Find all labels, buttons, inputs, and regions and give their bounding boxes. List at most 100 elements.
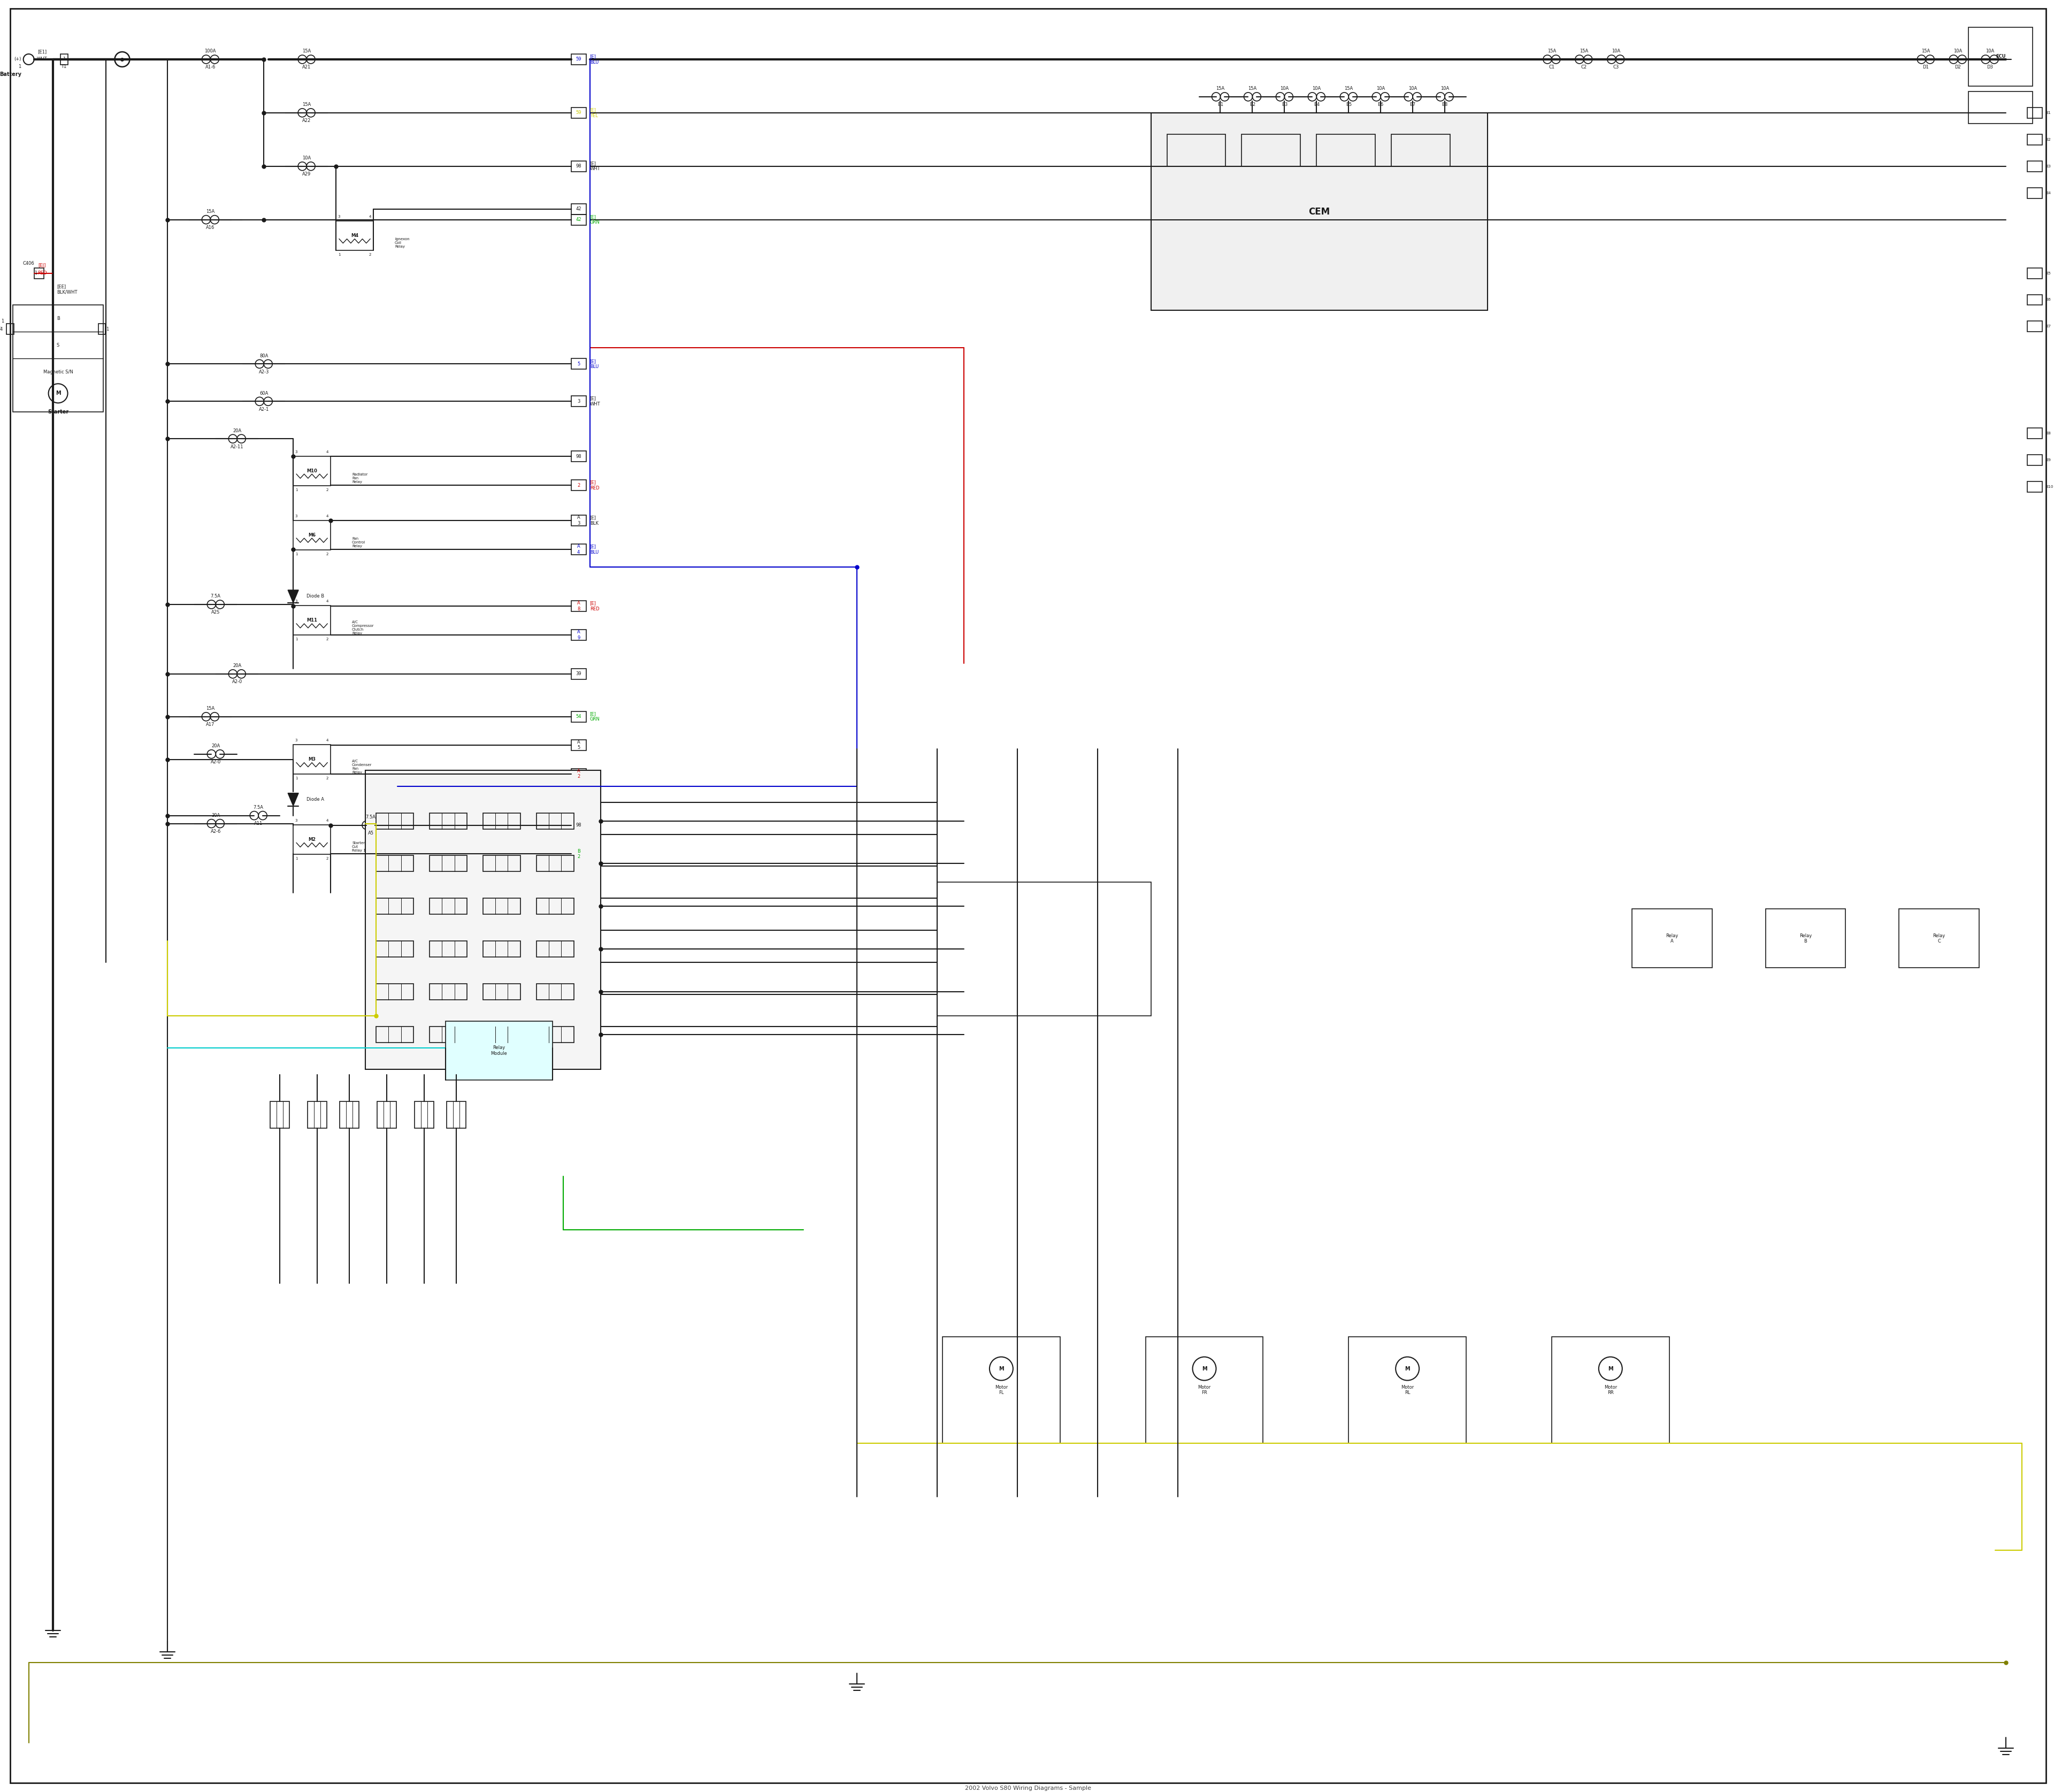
Text: 10A: 10A — [1612, 48, 1621, 54]
Text: E2: E2 — [2046, 138, 2050, 142]
Text: 5: 5 — [577, 362, 579, 366]
Text: B6: B6 — [1378, 102, 1384, 108]
Text: 1: 1 — [107, 326, 109, 332]
Bar — [571, 108, 585, 118]
Text: 10A: 10A — [1440, 86, 1450, 91]
Text: 4: 4 — [327, 819, 329, 823]
Text: A21: A21 — [302, 65, 310, 70]
Text: [E]
BLU: [E] BLU — [589, 54, 598, 65]
Bar — [1349, 1337, 1467, 1444]
Text: ECU: ECU — [1996, 54, 2005, 59]
Text: M: M — [1608, 1366, 1612, 1371]
Text: C3: C3 — [1612, 65, 1619, 70]
Text: Relay
B: Relay B — [1799, 934, 1812, 944]
Bar — [1631, 909, 1711, 968]
Bar — [376, 855, 413, 871]
Bar — [571, 668, 585, 679]
Text: B4: B4 — [1315, 102, 1319, 108]
Text: 2: 2 — [327, 552, 329, 556]
Text: 100A: 100A — [205, 48, 216, 54]
Text: 1: 1 — [2, 319, 4, 324]
Text: 3: 3 — [296, 819, 298, 823]
Bar — [376, 984, 413, 1000]
Bar — [376, 1027, 413, 1043]
Text: B3: B3 — [1282, 102, 1288, 108]
Text: B2: B2 — [1249, 102, 1255, 108]
Text: 3: 3 — [296, 600, 298, 604]
Bar — [366, 771, 600, 1070]
Text: M: M — [1405, 1366, 1409, 1371]
Text: 4: 4 — [327, 514, 329, 518]
Bar — [571, 600, 585, 611]
Text: 3: 3 — [296, 738, 298, 742]
Text: 7.5A: 7.5A — [366, 815, 376, 819]
Bar — [571, 204, 585, 215]
Text: 10A: 10A — [1409, 86, 1417, 91]
Bar — [2027, 161, 2042, 172]
Text: CEM: CEM — [1308, 206, 1329, 217]
Bar — [536, 984, 573, 1000]
Text: Motor
FR: Motor FR — [1197, 1385, 1210, 1396]
Bar — [271, 1102, 290, 1129]
Text: 7.5A: 7.5A — [253, 805, 263, 810]
Text: 15A: 15A — [302, 48, 310, 54]
Text: 2: 2 — [327, 487, 329, 491]
Bar — [2027, 108, 2042, 118]
Text: 1: 1 — [296, 638, 298, 642]
Text: 80A: 80A — [259, 353, 269, 358]
Text: 3: 3 — [577, 400, 579, 403]
Text: 4: 4 — [327, 600, 329, 604]
Text: M6: M6 — [308, 532, 316, 538]
Text: A2-1: A2-1 — [259, 407, 269, 412]
Bar — [2027, 134, 2042, 145]
Text: 60A: 60A — [259, 391, 269, 396]
Bar — [429, 898, 466, 914]
Bar — [2027, 428, 2042, 439]
Text: D1: D1 — [1923, 65, 1929, 70]
Text: A2S: A2S — [212, 609, 220, 615]
Text: 2: 2 — [327, 638, 329, 642]
Text: Diode B: Diode B — [306, 593, 325, 599]
Bar — [429, 1027, 466, 1043]
Bar — [571, 849, 585, 860]
Text: 4: 4 — [370, 215, 372, 219]
Bar — [943, 1337, 1060, 1444]
Bar — [1766, 909, 1847, 968]
Polygon shape — [288, 794, 298, 806]
Bar — [483, 898, 520, 914]
Bar — [294, 745, 331, 774]
Bar — [1167, 134, 1226, 167]
Bar — [99, 324, 105, 335]
Text: A5: A5 — [368, 831, 374, 835]
Text: A
2: A 2 — [577, 769, 579, 780]
Bar — [536, 855, 573, 871]
Text: Relay
A: Relay A — [1666, 934, 1678, 944]
Text: [EJ]: [EJ] — [39, 263, 45, 269]
Text: 10A: 10A — [1313, 86, 1321, 91]
Bar — [446, 1021, 553, 1081]
Text: E4: E4 — [2046, 192, 2050, 195]
Text: T4: T4 — [0, 326, 2, 332]
Text: 59: 59 — [575, 111, 581, 115]
Bar — [2027, 294, 2042, 305]
Text: A2-0: A2-0 — [232, 679, 242, 685]
Bar — [483, 814, 520, 830]
Bar — [294, 457, 331, 486]
Text: A
8: A 8 — [577, 600, 579, 611]
Bar — [1146, 1337, 1263, 1444]
Bar — [2027, 188, 2042, 199]
Text: 15A: 15A — [1343, 86, 1354, 91]
Text: E10: E10 — [2046, 486, 2054, 489]
Text: [E]
GRN: [E] GRN — [589, 215, 600, 224]
Text: 2: 2 — [327, 857, 329, 860]
Text: 10A: 10A — [1280, 86, 1288, 91]
Text: E5: E5 — [2046, 272, 2050, 274]
Text: 20A: 20A — [232, 663, 242, 668]
Text: 4: 4 — [327, 738, 329, 742]
Bar — [2027, 321, 2042, 332]
Text: Starter
Cut
Relay 1: Starter Cut Relay 1 — [351, 842, 366, 853]
Bar — [571, 514, 585, 525]
Text: M: M — [55, 391, 62, 396]
Bar — [571, 161, 585, 172]
Text: A1-6: A1-6 — [205, 65, 216, 70]
